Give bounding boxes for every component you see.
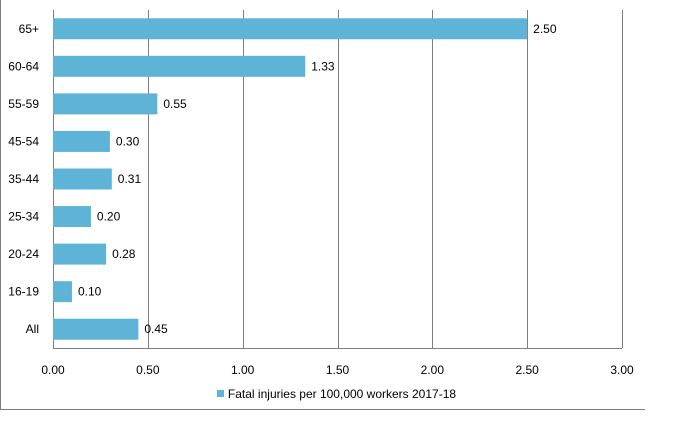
data-label: 0.10	[78, 285, 102, 299]
chart-frame	[0, 0, 645, 410]
data-label: 0.28	[112, 247, 136, 261]
category-label: 45-54	[8, 134, 39, 148]
bar	[53, 55, 306, 77]
bar	[53, 130, 110, 152]
x-tick-label: 0.50	[136, 363, 160, 377]
x-tick-label: 3.00	[610, 363, 634, 377]
bar	[53, 318, 139, 340]
x-tick-label: 0.00	[41, 363, 65, 377]
data-label: 1.33	[311, 59, 335, 73]
category-label: 60-64	[8, 59, 39, 73]
category-label: 55-59	[8, 97, 39, 111]
x-tick-label: 1.50	[326, 363, 350, 377]
x-tick-label: 2.00	[421, 363, 445, 377]
x-tick-label: 2.50	[515, 363, 539, 377]
category-label: All	[26, 322, 39, 336]
category-label: 65+	[19, 22, 39, 36]
chart-legend: Fatal injuries per 100,000 workers 2017-…	[0, 387, 673, 401]
data-label: 0.31	[118, 172, 142, 186]
category-label: 25-34	[8, 210, 39, 224]
legend-swatch	[216, 390, 224, 398]
category-label: 35-44	[8, 172, 39, 186]
bar	[53, 93, 158, 115]
legend-label: Fatal injuries per 100,000 workers 2017-…	[227, 387, 457, 401]
data-label: 2.50	[533, 22, 557, 36]
bar	[53, 168, 112, 190]
data-label: 0.20	[97, 210, 121, 224]
bar	[53, 206, 91, 228]
category-label: 16-19	[8, 285, 39, 299]
x-tick-label: 1.00	[231, 363, 255, 377]
data-label: 0.55	[163, 97, 187, 111]
data-label: 0.30	[116, 134, 140, 148]
bar	[53, 243, 107, 265]
bar	[53, 281, 72, 303]
bar	[53, 18, 528, 40]
category-label: 20-24	[8, 247, 39, 261]
data-label: 0.45	[144, 322, 168, 336]
